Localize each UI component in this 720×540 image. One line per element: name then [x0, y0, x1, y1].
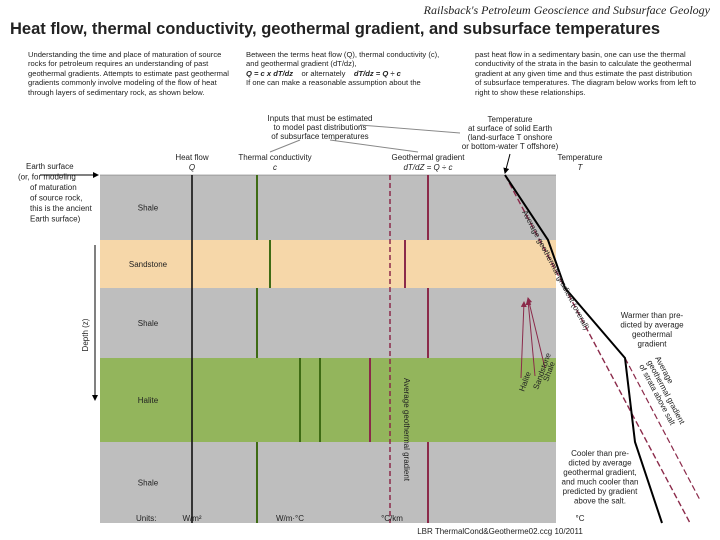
column-label: Thermal conductivity [238, 153, 311, 162]
annotation: predicted by gradient [563, 487, 638, 496]
earth-surface-note: of source rock, [30, 194, 82, 203]
layer-label: Shale [138, 204, 159, 213]
inputs-note: Inputs that must be estimated [268, 114, 373, 123]
annotation-arrow [520, 301, 527, 379]
annotation: geothermal [632, 330, 672, 339]
units-label: Units: [136, 514, 156, 523]
column-symbol: c [273, 163, 277, 172]
surface-temp-note: at surface of solid Earth [468, 124, 552, 133]
unit: W/m² [182, 514, 201, 523]
column-label: Temperature [558, 153, 603, 162]
column-label: Geothermal gradient [392, 153, 466, 162]
series-title: Railsback's Petroleum Geoscience and Sub… [423, 3, 710, 17]
unit: °C [576, 514, 585, 523]
pointer [359, 124, 461, 134]
earth-surface-note: Earth surface) [30, 215, 81, 224]
surface-temp-note: (land-surface T onshore [468, 133, 553, 142]
intro-col1: Understanding the time and place of matu… [28, 50, 229, 97]
intro-text: or alternately [301, 68, 346, 78]
pointer [269, 139, 301, 153]
inputs-note: to model past distributions [274, 123, 367, 132]
footer: LBR ThermalCond&Geotherme02.ccg 10/2011 [417, 527, 583, 536]
surface-temp-note: or bottom-water T offshore) [462, 142, 559, 151]
annotation: Cooler than pre- [571, 449, 629, 458]
pointer [329, 139, 419, 153]
intro-col3: past heat flow in a sedimentary basin, o… [475, 50, 697, 97]
layer-label: Sandstone [129, 260, 168, 269]
depth-label: Depth (z) [81, 318, 90, 351]
layer-label: Shale [138, 479, 159, 488]
inputs-note: of subsurface temperatures [271, 132, 368, 141]
column-symbol: dT/dZ = Q ÷ c [403, 163, 452, 172]
intro-text: If one can make a reasonable assumption … [246, 78, 421, 88]
annotation-arrow [526, 297, 546, 369]
annotation-arrow [525, 299, 536, 377]
annotation: Average geothermal gradient [402, 378, 411, 482]
annotation: geothermal gradient, [563, 468, 636, 477]
rock-layer [100, 358, 556, 442]
rock-layer [100, 288, 556, 358]
layer-label: Shale [138, 319, 159, 328]
rock-layer [100, 175, 556, 240]
intro-text: Between the terms heat flow (Q), thermal… [246, 50, 440, 69]
intro-col2: Between the terms heat flow (Q), thermal… [246, 50, 451, 88]
surface-temp-note: Temperature [488, 115, 533, 124]
earth-surface-note: Earth surface [26, 162, 74, 171]
column-symbol: T [578, 163, 584, 172]
column-symbol: Q [189, 163, 195, 172]
unit: °C/km [381, 514, 403, 523]
annotation: dicted by average [568, 459, 632, 468]
annotation: and much cooler than [562, 478, 639, 487]
pointer [503, 153, 511, 174]
layer-label: Halite [138, 396, 159, 405]
temperature-profile [504, 174, 663, 524]
unit: W/m·°C [276, 514, 304, 523]
column-label: Heat flow [175, 153, 209, 162]
earth-surface-note: (or, for modeling [18, 173, 76, 182]
earth-surface-note: of maturation [30, 183, 77, 192]
annotation: above the salt. [574, 497, 626, 506]
equation: dT/dz = Q ÷ c [353, 68, 401, 78]
earth-surface-note: this is the ancient [30, 204, 93, 213]
annotation: Warmer than pre- [621, 311, 684, 320]
rock-layer [100, 442, 556, 523]
annotation: gradient [638, 340, 668, 349]
rock-layer [100, 240, 556, 288]
annotation: dicted by average [620, 321, 684, 330]
equation: Q = c x dT/dz [246, 68, 294, 78]
page-title: Heat flow, thermal conductivity, geother… [10, 20, 661, 38]
average-temperature [504, 174, 691, 524]
